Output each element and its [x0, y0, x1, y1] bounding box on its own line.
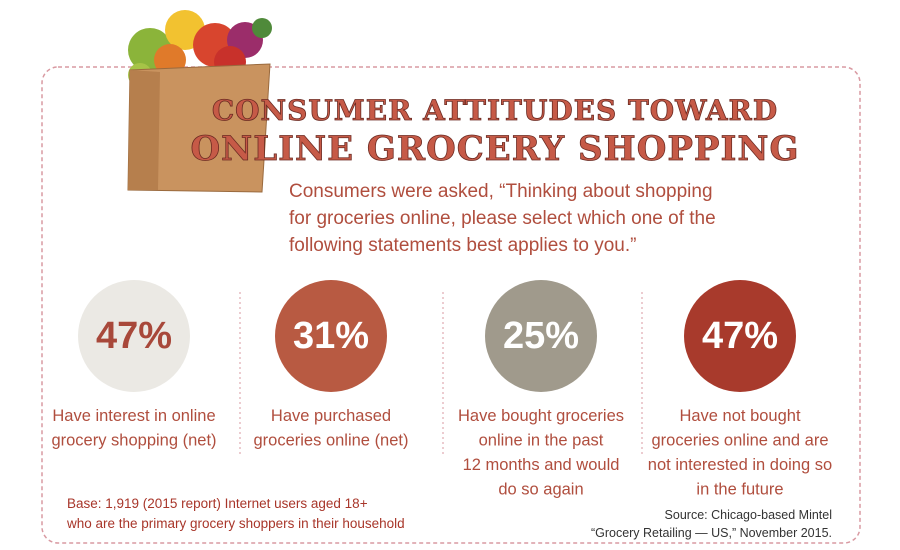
stat-description: online in the past	[479, 432, 604, 450]
question-line: for groceries online, please select whic…	[289, 208, 716, 229]
stat-description: Have bought groceries	[458, 407, 624, 425]
stat-description: not interested in doing so	[648, 456, 832, 474]
stat-description: groceries online and are	[651, 432, 828, 450]
stat-value: 25%	[503, 315, 579, 357]
stat-description: Have purchased	[271, 407, 391, 425]
grocery-bag	[127, 10, 272, 193]
question-line: following statements best applies to you…	[289, 235, 636, 256]
stat-value: 47%	[96, 315, 172, 357]
stat-description: groceries online (net)	[254, 432, 409, 450]
base-note: who are the primary grocery shoppers in …	[66, 516, 405, 531]
stat-description: Have not bought	[679, 407, 801, 425]
stat-description: in the future	[696, 481, 783, 499]
stat-description: 12 months and would	[463, 456, 620, 474]
title-line: CONSUMER ATTITUDES TOWARD	[212, 94, 778, 127]
question-line: Consumers were asked, “Thinking about sh…	[289, 181, 713, 202]
title-line: ONLINE GROCERY SHOPPING	[191, 129, 800, 169]
stat-value: 31%	[293, 315, 369, 357]
stat-circle	[684, 280, 796, 392]
stat-value: 47%	[702, 315, 778, 357]
stat-circle	[275, 280, 387, 392]
stat-description: grocery shopping (net)	[51, 432, 216, 450]
stat-circle	[485, 280, 597, 392]
stat-description: do so again	[498, 481, 583, 499]
stat-description: Have interest in online	[52, 407, 215, 425]
dividers	[239, 292, 643, 455]
stat-circle	[78, 280, 190, 392]
source: Source: Chicago-based Mintel	[665, 508, 832, 522]
base-note: Base: 1,919 (2015 report) Internet users…	[67, 496, 368, 511]
source: “Grocery Retailing — US,” November 2015.	[591, 526, 832, 540]
